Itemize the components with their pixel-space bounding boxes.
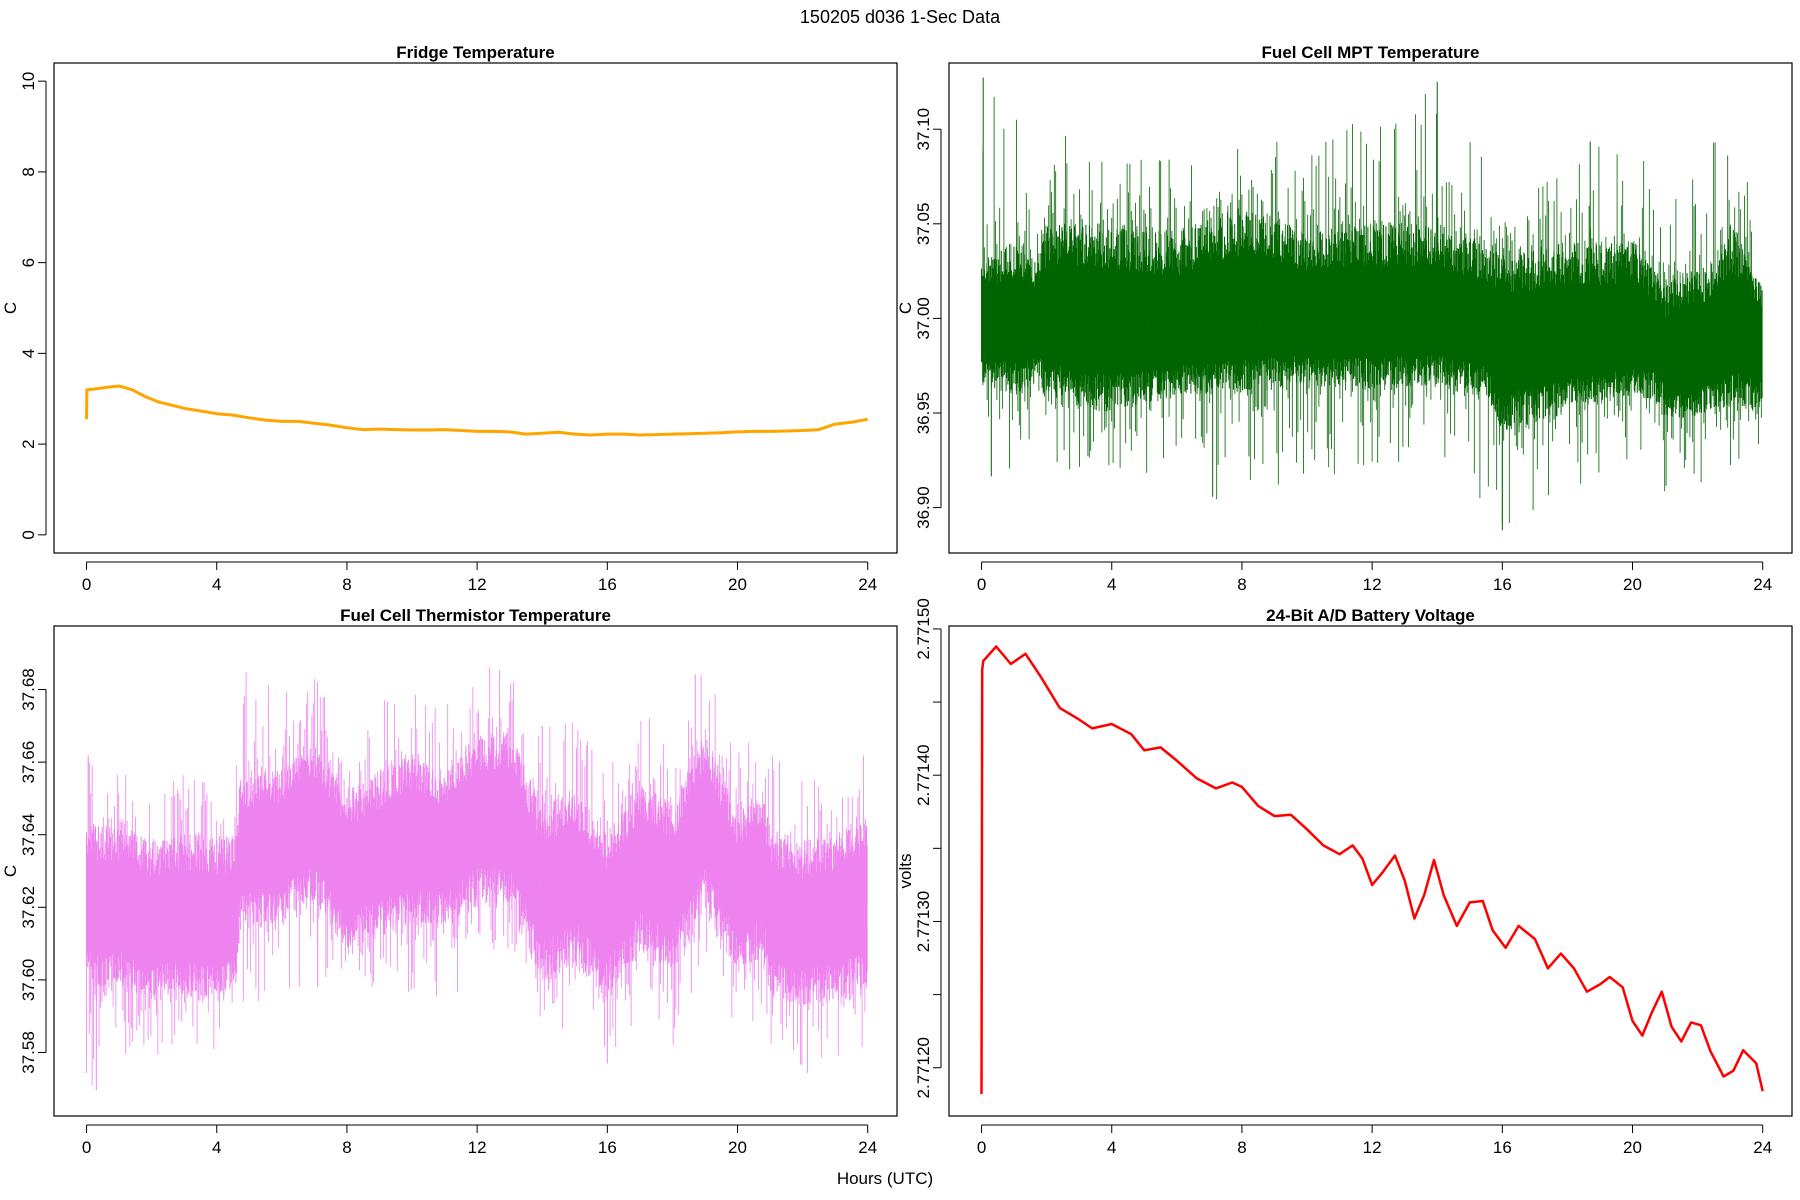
x-tick-label: 0 — [82, 1138, 91, 1157]
y-tick-label: 2 — [19, 439, 38, 448]
x-tick-label: 0 — [977, 1138, 986, 1157]
x-tick-label: 24 — [858, 575, 877, 594]
y-tick-label: 37.64 — [19, 813, 38, 856]
figure-title: 150205 d036 1-Sec Data — [800, 7, 1001, 27]
panel-title: 24-Bit A/D Battery Voltage — [1266, 606, 1475, 625]
plot-frame — [53, 625, 898, 1117]
x-tick-label: 16 — [1493, 575, 1512, 594]
y-tick-label: 0 — [19, 530, 38, 539]
x-tick-label: 4 — [1107, 1138, 1116, 1157]
y-tick-label: 10 — [19, 72, 38, 91]
y-tick-label: 37.10 — [914, 108, 933, 151]
y-axis-title: C — [1, 865, 20, 877]
x-tick-label: 16 — [598, 1138, 617, 1157]
y-tick-label: 37.58 — [19, 1031, 38, 1074]
y-tick-label: 37.60 — [19, 959, 38, 1002]
series-line — [85, 384, 868, 437]
plot-frame — [53, 62, 898, 554]
y-tick-label: 36.95 — [914, 392, 933, 435]
y-tick-label: 2.77130 — [914, 891, 933, 952]
x-tick-label: 4 — [1107, 575, 1116, 594]
x-tick-label: 8 — [1237, 575, 1246, 594]
panel-3: Fuel Cell Thermistor Temperature C 0 4 8 12 16… — [1, 606, 898, 1157]
y-axis-title: C — [1, 302, 20, 314]
panel-title: Fridge Temperature — [396, 43, 554, 62]
y-tick-label: 37.62 — [19, 886, 38, 929]
x-tick-label: 16 — [1493, 1138, 1512, 1157]
x-tick-label: 8 — [342, 575, 351, 594]
plot-frame — [948, 625, 1793, 1117]
y-tick-label: 8 — [19, 167, 38, 176]
y-tick-label: 37.68 — [19, 668, 38, 711]
x-tick-label: 8 — [342, 1138, 351, 1157]
y-tick-label: 2.77150 — [914, 598, 933, 659]
x-tick-label: 12 — [1363, 575, 1382, 594]
x-tick-label: 8 — [1237, 1138, 1246, 1157]
x-tick-label: 20 — [728, 575, 747, 594]
x-tick-label: 16 — [598, 575, 617, 594]
series-line — [980, 645, 1764, 1095]
shared-x-axis-title: Hours (UTC) — [837, 1169, 933, 1188]
x-tick-label: 12 — [468, 1138, 487, 1157]
y-tick-label: 2.77120 — [914, 1037, 933, 1098]
y-tick-label: 6 — [19, 258, 38, 267]
x-tick-label: 4 — [212, 1138, 221, 1157]
y-axis-title: C — [896, 302, 915, 314]
x-tick-label: 24 — [1753, 575, 1772, 594]
x-tick-label: 24 — [1753, 1138, 1772, 1157]
y-tick-label: 2.77140 — [914, 744, 933, 805]
x-tick-label: 12 — [468, 575, 487, 594]
x-tick-label: 24 — [858, 1138, 877, 1157]
plot-frame — [948, 62, 1793, 554]
panel-2: Fuel Cell MPT Temperature C 0 4 8 12 16 20 24 36.… — [896, 43, 1793, 594]
panel-title: Fuel Cell Thermistor Temperature — [340, 606, 611, 625]
x-tick-label: 20 — [1623, 575, 1642, 594]
x-tick-label: 12 — [1363, 1138, 1382, 1157]
y-axis-title: volts — [896, 854, 915, 889]
y-tick-label: 36.90 — [914, 486, 933, 529]
x-tick-label: 4 — [212, 575, 221, 594]
y-tick-label: 37.00 — [914, 297, 933, 340]
series-spikes — [86, 667, 867, 1086]
y-tick-label: 37.05 — [914, 203, 933, 246]
x-tick-label: 20 — [728, 1138, 747, 1157]
y-tick-label: 37.66 — [19, 741, 38, 784]
y-tick-label: 4 — [19, 349, 38, 358]
x-tick-label: 0 — [977, 575, 986, 594]
panel-4: 24-Bit A/D Battery Voltage volts 0 4 8 12 16 20… — [896, 598, 1793, 1157]
panel-title: Fuel Cell MPT Temperature — [1262, 43, 1480, 62]
x-tick-label: 20 — [1623, 1138, 1642, 1157]
x-tick-label: 0 — [82, 575, 91, 594]
